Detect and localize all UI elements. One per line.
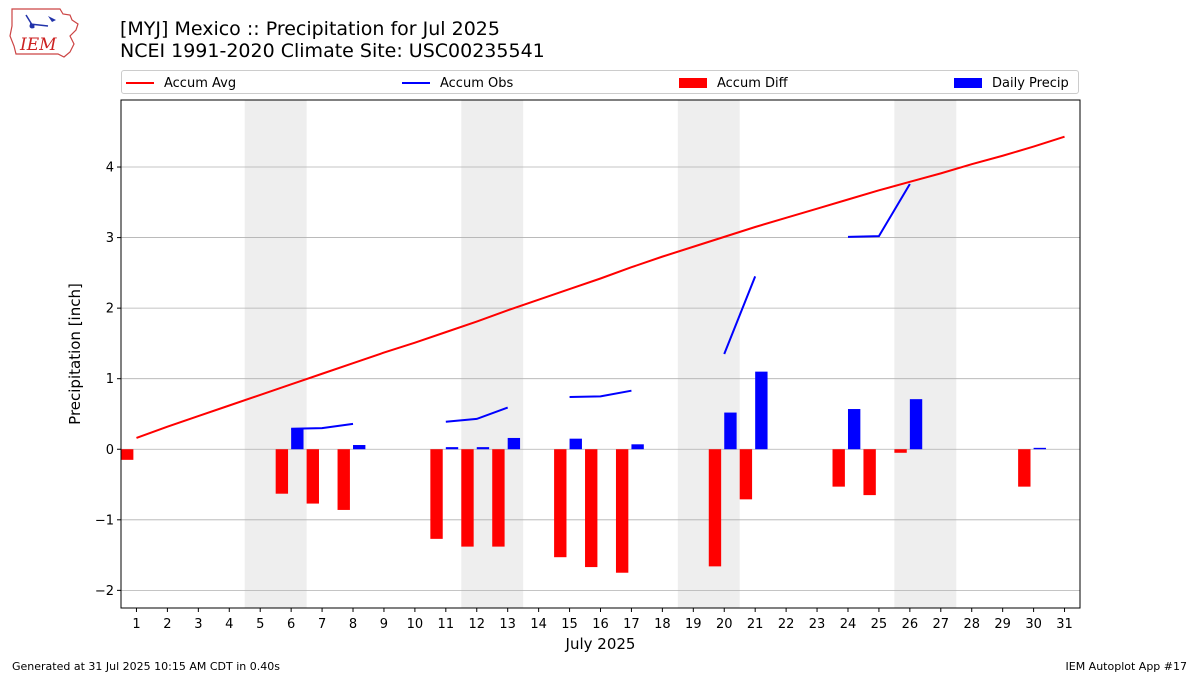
accum-obs-line	[723, 276, 757, 355]
x-tick-label: 31	[1056, 617, 1073, 632]
legend-swatch-accum-obs	[402, 82, 430, 84]
weekend-band	[244, 100, 307, 608]
y-tick-label: 2	[106, 302, 114, 317]
x-tick-label: 20	[716, 617, 733, 632]
daily-precip-bar	[847, 409, 861, 450]
legend-item-accum-diff: Accum Diff	[679, 71, 788, 95]
y-tick-label: 3	[106, 231, 114, 246]
x-tick-label: 13	[499, 617, 516, 632]
accum-diff-bar	[275, 449, 289, 494]
y-axis-label: Precipitation [inch]	[66, 283, 84, 425]
x-tick-label: 1	[132, 617, 140, 632]
weekend-band	[894, 100, 957, 608]
legend-item-daily-precip: Daily Precip	[954, 71, 1069, 95]
accum-diff-bar	[894, 449, 907, 453]
x-tick-label: 18	[654, 617, 671, 632]
accum-obs-line	[847, 183, 911, 238]
legend-label-daily-precip: Daily Precip	[992, 75, 1069, 91]
x-tick-label: 17	[623, 617, 640, 632]
accum-diff-bar	[337, 449, 350, 510]
accum-diff-bar	[585, 449, 598, 568]
legend-swatch-accum-avg	[126, 82, 154, 84]
x-tick-label: 8	[349, 617, 357, 632]
x-tick-label: 30	[1025, 617, 1042, 632]
accum-diff-bar	[430, 449, 443, 539]
x-tick-label: 15	[561, 617, 578, 632]
y-tick-label: −2	[95, 584, 114, 599]
accum-diff-bar	[492, 449, 505, 547]
accum-diff-bar	[863, 449, 876, 496]
daily-precip-bar	[507, 437, 521, 450]
x-tick-label: 27	[933, 617, 950, 632]
accum-obs-line	[569, 389, 632, 399]
legend-label-accum-diff: Accum Diff	[717, 75, 788, 91]
x-tick-label: 9	[380, 617, 388, 632]
legend-item-accum-obs: Accum Obs	[402, 71, 513, 95]
x-tick-label: 26	[902, 617, 919, 632]
daily-precip-bar	[476, 447, 490, 450]
y-tick-label: −1	[95, 513, 114, 528]
accum-avg-line	[136, 135, 1065, 439]
accum-diff-bar	[615, 449, 629, 573]
footer-app: IEM Autoplot App #17	[1065, 660, 1188, 673]
x-tick-label: 11	[438, 617, 455, 632]
footer-generated: Generated at 31 Jul 2025 10:15 AM CDT in…	[12, 660, 280, 673]
x-tick-label: 16	[592, 617, 609, 632]
logo-text: IEM	[19, 35, 57, 55]
x-tick-label: 23	[809, 617, 826, 632]
x-tick-label: 21	[747, 617, 764, 632]
daily-precip-bar	[1033, 447, 1046, 450]
accum-diff-bar	[121, 449, 134, 460]
y-tick-label: 4	[106, 161, 114, 176]
chart-subtitle: NCEI 1991-2020 Climate Site: USC00235541	[120, 40, 545, 62]
daily-precip-bar	[631, 444, 644, 450]
daily-precip-bar	[445, 447, 459, 450]
daily-precip-bar	[724, 412, 737, 450]
x-axis-label: July 2025	[565, 635, 636, 653]
iem-logo: IEM	[9, 8, 79, 58]
accum-obs-line	[291, 422, 354, 430]
y-tick-label: 0	[106, 443, 114, 458]
accum-diff-bar	[461, 449, 474, 547]
x-tick-label: 19	[685, 617, 702, 632]
x-tick-label: 10	[407, 617, 424, 632]
x-tick-label: 3	[194, 617, 202, 632]
daily-precip-bar	[569, 438, 582, 450]
x-tick-label: 25	[871, 617, 888, 632]
accum-diff-bar	[306, 449, 319, 504]
x-tick-label: 6	[287, 617, 295, 632]
legend-swatch-accum-diff	[679, 78, 707, 88]
x-tick-label: 29	[994, 617, 1011, 632]
accum-diff-bar	[708, 449, 722, 567]
accum-diff-bar	[554, 449, 567, 558]
daily-precip-bar	[291, 428, 304, 450]
daily-precip-bar	[909, 399, 923, 450]
accum-obs-line	[445, 406, 509, 423]
x-tick-label: 28	[963, 617, 980, 632]
x-tick-label: 4	[225, 617, 233, 632]
y-tick-label: 1	[106, 372, 114, 387]
x-tick-label: 5	[256, 617, 264, 632]
legend: Accum Avg Accum Obs Accum Diff Daily Pre…	[121, 70, 1079, 94]
x-tick-label: 24	[840, 617, 857, 632]
legend-swatch-daily-precip	[954, 78, 982, 88]
accum-diff-bar	[739, 449, 753, 500]
x-tick-label: 22	[778, 617, 795, 632]
accum-diff-bar	[832, 449, 845, 487]
daily-precip-bar	[353, 445, 366, 450]
x-tick-label: 12	[468, 617, 485, 632]
accum-diff-bar	[1018, 449, 1031, 487]
daily-precip-bar	[755, 371, 768, 450]
x-tick-label: 14	[530, 617, 547, 632]
legend-item-accum-avg: Accum Avg	[126, 71, 236, 95]
chart-title: [MYJ] Mexico :: Precipitation for Jul 20…	[120, 18, 500, 40]
x-tick-label: 2	[163, 617, 171, 632]
legend-label-accum-avg: Accum Avg	[164, 75, 237, 91]
legend-label-accum-obs: Accum Obs	[440, 75, 514, 91]
x-tick-label: 7	[318, 617, 326, 632]
